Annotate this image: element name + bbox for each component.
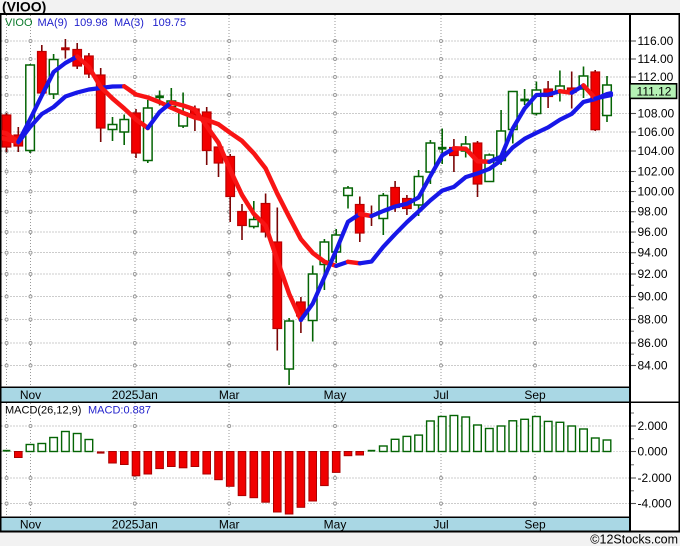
svg-text:90.00: 90.00 bbox=[638, 290, 668, 304]
svg-text:92.00: 92.00 bbox=[638, 267, 668, 281]
svg-text:2025Jan: 2025Jan bbox=[112, 388, 158, 402]
svg-text:Mar: Mar bbox=[219, 518, 240, 532]
svg-text:May: May bbox=[324, 518, 347, 532]
svg-text:106.00: 106.00 bbox=[638, 125, 675, 139]
svg-text:94.00: 94.00 bbox=[638, 246, 668, 260]
svg-text:-4.000: -4.000 bbox=[638, 497, 672, 511]
svg-text:Sep: Sep bbox=[524, 388, 546, 402]
svg-text:Jul: Jul bbox=[433, 388, 448, 402]
svg-text:114.00: 114.00 bbox=[638, 52, 674, 66]
svg-text:104.00: 104.00 bbox=[638, 144, 675, 158]
svg-text:102.00: 102.00 bbox=[638, 165, 675, 179]
svg-text:VIOO: VIOO bbox=[5, 17, 33, 29]
svg-text:2025Jan: 2025Jan bbox=[112, 518, 158, 532]
svg-text:Nov: Nov bbox=[20, 518, 41, 532]
svg-text:96.00: 96.00 bbox=[638, 225, 668, 239]
svg-text:112.00: 112.00 bbox=[638, 70, 674, 84]
svg-text:-2.000: -2.000 bbox=[638, 471, 672, 485]
svg-text:109.75: 109.75 bbox=[153, 17, 187, 29]
svg-text:MA(3): MA(3) bbox=[114, 17, 144, 29]
svg-text:111.12: 111.12 bbox=[637, 84, 672, 98]
svg-text:MACD(26,12,9): MACD(26,12,9) bbox=[5, 405, 81, 417]
svg-text:May: May bbox=[324, 388, 347, 402]
svg-text:98.00: 98.00 bbox=[638, 205, 668, 219]
svg-text:Sep: Sep bbox=[524, 518, 546, 532]
svg-text:116.00: 116.00 bbox=[638, 34, 674, 48]
svg-text:MACD:0.887: MACD:0.887 bbox=[88, 405, 151, 417]
svg-text:109.98: 109.98 bbox=[74, 17, 108, 29]
svg-text:84.00: 84.00 bbox=[638, 359, 668, 373]
svg-text:Jul: Jul bbox=[433, 518, 448, 532]
svg-text:100.00: 100.00 bbox=[638, 185, 675, 199]
svg-text:0.000: 0.000 bbox=[638, 445, 668, 459]
svg-text:88.00: 88.00 bbox=[638, 313, 668, 327]
svg-text:86.00: 86.00 bbox=[638, 336, 668, 350]
svg-text:MA(9): MA(9) bbox=[38, 17, 68, 29]
svg-text:2.000: 2.000 bbox=[638, 419, 668, 433]
svg-text:(VIOO): (VIOO) bbox=[2, 0, 46, 15]
svg-text:Mar: Mar bbox=[219, 388, 240, 402]
svg-text:©12Stocks.com: ©12Stocks.com bbox=[590, 533, 678, 546]
svg-text:Nov: Nov bbox=[20, 388, 41, 402]
svg-text:108.00: 108.00 bbox=[638, 107, 675, 121]
